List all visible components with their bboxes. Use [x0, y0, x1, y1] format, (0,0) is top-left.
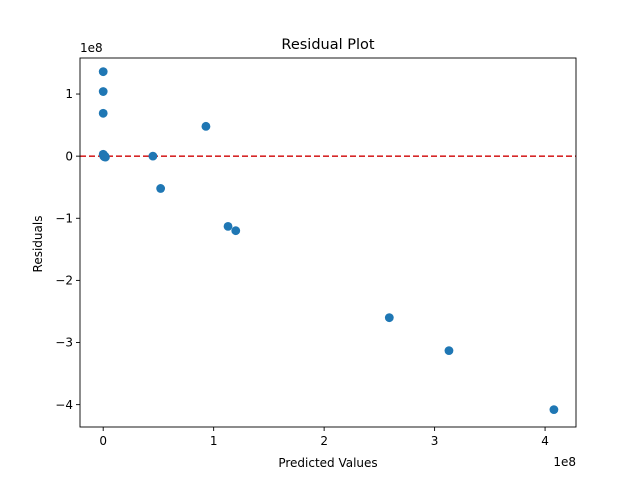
- y-tick-label: 0: [65, 149, 73, 163]
- y-offset-label: 1e8: [80, 41, 103, 55]
- y-axis-label: Residuals: [31, 216, 45, 273]
- y-tick-label: −3: [55, 336, 73, 350]
- x-tick-label: 2: [320, 434, 328, 448]
- x-tick-label: 1: [210, 434, 218, 448]
- x-tick-label: 0: [99, 434, 107, 448]
- data-point: [444, 346, 454, 355]
- data-point: [384, 313, 394, 323]
- data-point: [549, 405, 559, 415]
- plot-area: 0 1 2 3 4 −4 −3 −2 −1 0 1: [55, 57, 577, 448]
- chart-title: Residual Plot: [281, 37, 374, 53]
- data-point: [223, 221, 233, 231]
- y-tick-label: −4: [55, 398, 73, 412]
- data-point: [156, 184, 166, 193]
- y-tick-label: 1: [65, 87, 73, 101]
- y-tick-label: −2: [55, 274, 73, 288]
- data-point: [148, 151, 158, 161]
- data-point: [101, 152, 110, 162]
- data-point: [98, 67, 108, 77]
- x-offset-label: 1e8: [553, 455, 576, 469]
- x-tick-label: 4: [541, 434, 549, 448]
- y-tick-label: −1: [55, 211, 73, 225]
- axes-frame: [79, 57, 577, 428]
- x-tick-label: 3: [431, 434, 439, 448]
- x-axis-label: Predicted Values: [278, 456, 377, 470]
- data-point: [98, 108, 108, 118]
- data-point: [231, 226, 241, 236]
- data-point: [201, 121, 211, 131]
- data-point: [98, 87, 108, 96]
